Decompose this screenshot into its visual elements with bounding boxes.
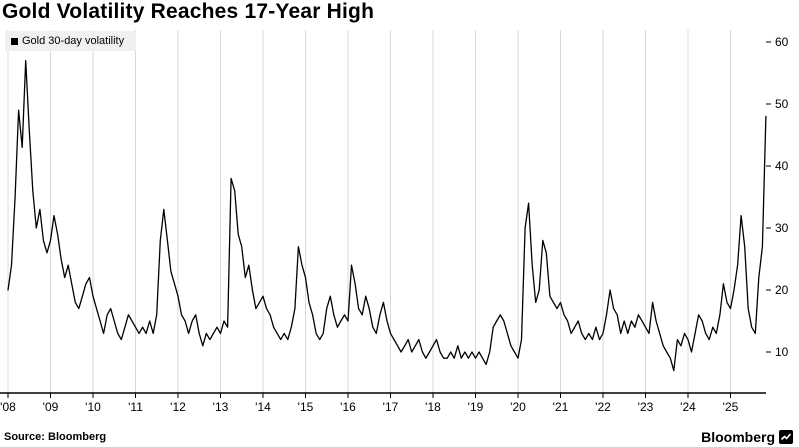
x-tick-label: '08: [0, 400, 16, 414]
x-tick-label: '09: [43, 400, 59, 414]
legend: Gold 30-day volatility: [5, 31, 137, 51]
x-tick-label: '13: [213, 400, 229, 414]
y-tick-label: 60: [775, 35, 789, 49]
bloomberg-logo: Bloomberg: [701, 429, 793, 445]
x-tick-label: '10: [85, 400, 101, 414]
bloomberg-logo-icon: [779, 430, 793, 444]
x-tick-label: '19: [468, 400, 484, 414]
legend-marker: [11, 37, 18, 45]
chart-title: Gold Volatility Reaches 17-Year High: [2, 0, 375, 23]
y-tick-label: 10: [775, 345, 789, 359]
y-tick-label: 50: [775, 97, 789, 111]
bloomberg-wordmark: Bloomberg: [701, 429, 775, 445]
y-tick-label: 20: [775, 283, 789, 297]
legend-label: Gold 30-day volatility: [22, 35, 125, 47]
x-tick-label: '24: [680, 400, 696, 414]
x-tick-label: '16: [340, 400, 356, 414]
x-tick-label: '22: [595, 400, 611, 414]
chart-footer: Source: Bloomberg Bloomberg: [0, 429, 799, 445]
x-tick-label: '23: [638, 400, 654, 414]
x-tick-label: '25: [723, 400, 739, 414]
y-tick-label: 40: [775, 159, 789, 173]
x-tick-label: '20: [510, 400, 526, 414]
x-tick-label: '12: [170, 400, 186, 414]
x-tick-label: '11: [128, 400, 143, 414]
x-tick-label: '18: [425, 400, 441, 414]
x-tick-label: '15: [298, 400, 314, 414]
x-tick-label: '21: [553, 400, 569, 414]
y-tick-label: 30: [775, 221, 789, 235]
x-tick-label: '14: [255, 400, 271, 414]
x-tick-label: '17: [383, 400, 399, 414]
source-text: Source: Bloomberg: [4, 431, 107, 443]
volatility-series-line: [7, 59, 767, 372]
volatility-chart: '08 '09 '10 '11 '12 '13 '14 '15 '16 '17 '18 '19 '20 '…: [0, 30, 789, 414]
